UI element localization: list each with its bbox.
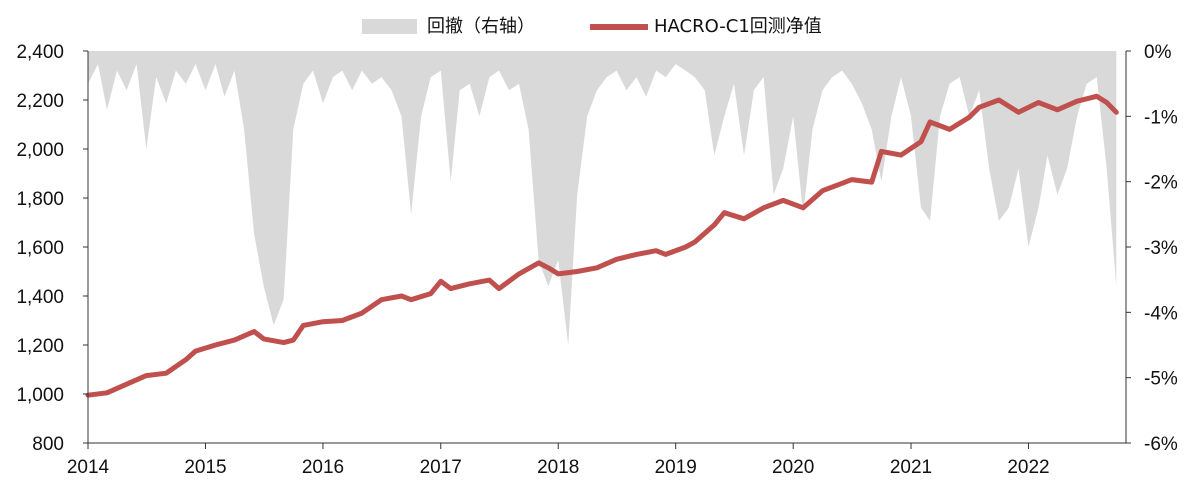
legend-area-label: 回撤（右轴） — [427, 16, 535, 37]
legend-area-swatch — [362, 19, 417, 34]
x-tick-label: 2014 — [67, 457, 110, 478]
x-tick-label: 2020 — [772, 457, 814, 478]
y-left-tick-label: 1,800 — [16, 189, 64, 210]
y-left-tick-label: 1,600 — [16, 238, 64, 259]
x-tick-label: 2018 — [537, 457, 579, 478]
y-right-tick-label: -4% — [1144, 303, 1178, 324]
y-left-tick-label: 1,200 — [16, 336, 64, 357]
x-tick-label: 2015 — [184, 457, 226, 478]
y-right-tick-label: -1% — [1144, 107, 1178, 128]
y-left-tick-label: 1,000 — [16, 385, 64, 406]
legend-line-label: HACRO-C1回测净值 — [654, 16, 822, 37]
axes-layer: 800 1,000 1,200 1,400 1,600 1,800 2,000 2,200 2,… — [16, 42, 1177, 478]
y-left-tick-label: 2,200 — [16, 91, 64, 112]
nav-line — [85, 93, 1119, 398]
y-right-tick-label: -5% — [1144, 369, 1178, 390]
legend: 回撤（右轴） HACRO-C1回测净值 — [362, 16, 822, 37]
x-tick-label: 2022 — [1007, 457, 1049, 478]
y-right-tick-label: -3% — [1144, 238, 1178, 259]
y-right-tick-label: -2% — [1144, 173, 1178, 194]
y-right-tick-label: -6% — [1144, 434, 1178, 455]
x-tick-label: 2021 — [890, 457, 932, 478]
drawdown-area — [88, 51, 1117, 345]
drawdown-area-layer — [88, 51, 1117, 345]
nav-line-layer — [85, 93, 1119, 398]
y-left-tick-label: 2,000 — [16, 140, 64, 161]
x-tick-label: 2019 — [655, 457, 697, 478]
y-left-tick-label: 1,400 — [16, 287, 64, 308]
x-tick-label: 2016 — [302, 457, 344, 478]
y-right-tick-label: 0% — [1144, 42, 1172, 63]
y-left-tick-label: 800 — [32, 434, 64, 455]
y-left-tick-label: 2,400 — [16, 42, 64, 63]
x-tick-label: 2017 — [420, 457, 462, 478]
